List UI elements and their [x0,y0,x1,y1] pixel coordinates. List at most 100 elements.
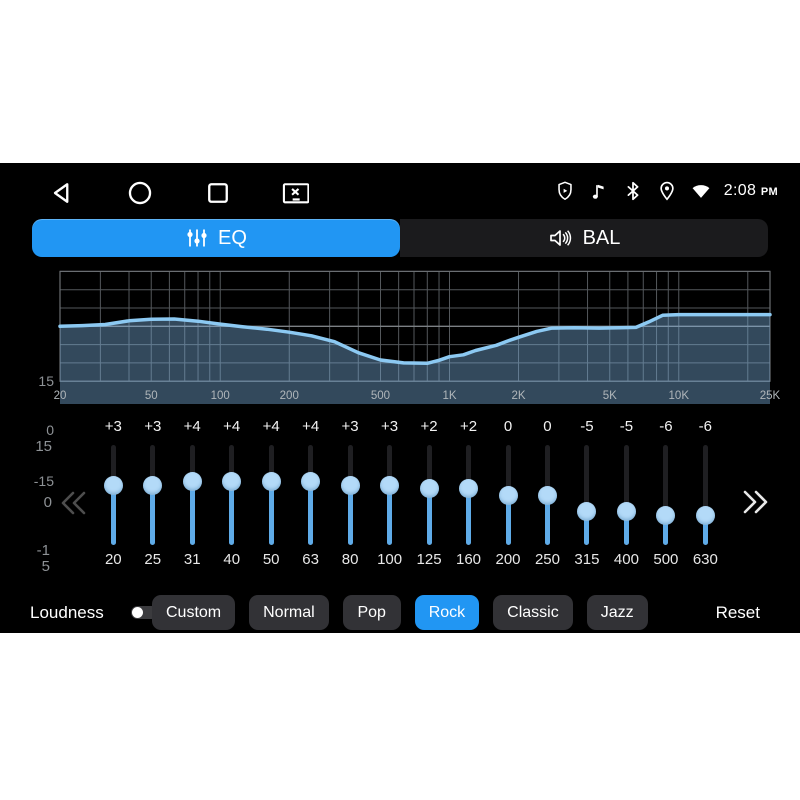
eq-curve-svg: 20 50 100 200 500 1K 2K 5K 10K 25K [54,270,781,404]
home-icon [128,181,152,205]
slider-thumb[interactable] [419,478,439,498]
band-frequency-label: 200 [495,551,521,568]
eq-band-50: +4 50 [252,415,291,585]
slider-thumb[interactable] [261,472,281,492]
slider-thumb[interactable] [222,472,242,492]
slider-thumb[interactable] [695,505,715,525]
band-value-label: 0 [543,418,552,435]
eq-band-31: +4 31 [173,415,212,585]
chart-x-tick: 1K [442,390,456,402]
slider-thumb[interactable] [380,475,400,495]
band-slider[interactable] [252,445,291,545]
recents-icon [208,183,228,203]
preset-button-jazz[interactable]: Jazz [586,595,648,630]
status-icons: 2:08 PM [554,163,778,219]
preset-row: Custom Normal Pop Rock Classic Jazz [152,595,648,630]
band-frequency-label: 125 [416,551,442,568]
band-slider[interactable] [370,445,409,545]
eq-band-125: +2 125 [410,415,449,585]
slider-fill [505,495,511,545]
band-slider[interactable] [410,445,449,545]
preset-button-classic[interactable]: Classic [493,595,573,630]
head-unit-screen: 2:08 PM EQ BAL 15 0 -15 20 50 100 200 500 1K 2… [0,163,800,633]
slider-thumb[interactable] [340,475,360,495]
band-value-label: -5 [580,418,594,435]
band-slider[interactable] [331,445,370,545]
eq-band-80: +3 80 [331,415,370,585]
chart-x-tick: 100 [211,390,230,402]
band-slider[interactable] [449,445,488,545]
slider-thumb[interactable] [656,505,676,525]
band-value-label: +3 [144,418,162,435]
slider-thumb[interactable] [537,485,557,505]
slider-thumb[interactable] [498,485,518,505]
prev-bands-button[interactable] [59,488,89,518]
recents-button[interactable] [204,179,232,207]
preset-button-pop[interactable]: Pop [342,595,401,630]
band-value-label: -6 [698,418,713,435]
slider-thumb[interactable] [577,502,597,522]
tab-bal[interactable]: BAL [400,219,768,257]
band-slider[interactable] [133,445,172,545]
band-frequency-label: 400 [613,551,639,568]
screenshot-button[interactable] [281,179,309,207]
chart-x-tick: 20 [54,390,67,402]
slider-thumb[interactable] [459,478,479,498]
location-icon [660,181,674,201]
slider-thumb[interactable] [182,472,202,492]
band-frequency-label: 25 [144,551,162,568]
band-value-label: +4 [223,418,241,435]
loudness-toggle[interactable] [131,606,158,619]
preset-button-custom[interactable]: Custom [152,595,236,630]
eq-band-630: -6 630 [686,415,725,585]
slider-axis-zero: 0 [43,494,52,511]
chart-x-tick: 25K [760,390,781,402]
chart-y-tick: 0 [46,422,54,438]
band-slider[interactable] [528,445,567,545]
slider-fill [347,485,353,545]
tab-eq[interactable]: EQ [32,219,400,257]
preset-button-rock[interactable]: Rock [414,595,480,630]
slider-thumb[interactable] [301,472,321,492]
band-frequency-label: 250 [534,551,560,568]
band-value-label: -6 [659,418,673,435]
reset-button[interactable]: Reset [715,603,760,622]
tab-eq-label: EQ [218,226,247,249]
home-button[interactable] [126,179,154,207]
band-frequency-label: 80 [341,551,359,568]
slider-thumb[interactable] [103,475,123,495]
preset-button-normal[interactable]: Normal [249,595,329,630]
slider-fill [308,481,314,545]
clock-ampm: PM [760,186,778,198]
slider-track [702,445,708,545]
double-chevron-right-icon [743,490,768,514]
band-slider[interactable] [646,445,685,545]
slider-fill [150,485,156,545]
slider-thumb[interactable] [616,502,636,522]
band-slider[interactable] [173,445,212,545]
slider-axis-max: 15 [35,438,52,455]
band-slider[interactable] [686,445,725,545]
band-slider[interactable] [291,445,330,545]
band-value-label: +4 [302,418,320,435]
status-bar: 2:08 PM [0,163,800,219]
eq-band-160: +2 160 [449,415,488,585]
band-slider[interactable] [489,445,528,545]
back-button[interactable] [48,179,76,207]
slider-thumb[interactable] [143,475,163,495]
band-slider[interactable] [94,445,133,545]
chart-x-tick: 200 [280,390,299,402]
band-frequency-label: 31 [183,551,201,568]
back-icon [53,183,69,203]
chart-x-tick: 2K [511,390,525,402]
band-slider[interactable] [567,445,606,545]
screenshot-icon [282,183,309,204]
next-bands-button[interactable] [740,487,770,517]
slider-track [663,445,669,545]
band-frequency-label: 20 [104,551,122,568]
slider-fill [663,515,669,545]
band-slider[interactable] [607,445,646,545]
shield-play-icon [558,181,572,201]
clock: 2:08 PM [724,182,778,200]
band-slider[interactable] [212,445,251,545]
